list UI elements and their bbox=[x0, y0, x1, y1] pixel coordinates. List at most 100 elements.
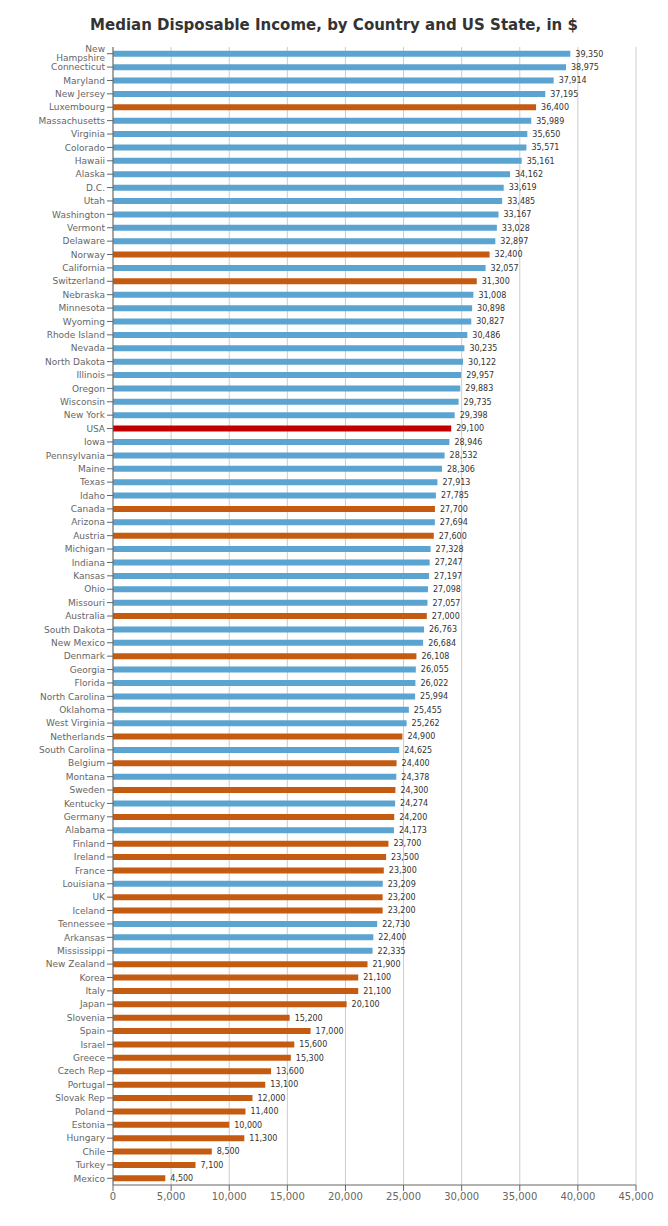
svg-text:24,274: 24,274 bbox=[400, 799, 428, 808]
svg-text:Wyoming: Wyoming bbox=[63, 317, 105, 327]
svg-text:27,000: 27,000 bbox=[432, 612, 460, 621]
svg-text:27,913: 27,913 bbox=[442, 478, 470, 487]
svg-text:27,247: 27,247 bbox=[435, 558, 463, 567]
svg-text:21,900: 21,900 bbox=[373, 960, 401, 969]
svg-text:33,028: 33,028 bbox=[502, 224, 530, 233]
svg-text:33,485: 33,485 bbox=[507, 197, 535, 206]
svg-text:39,350: 39,350 bbox=[575, 50, 603, 59]
svg-text:South Carolina: South Carolina bbox=[39, 745, 105, 755]
svg-text:Spain: Spain bbox=[80, 1026, 105, 1036]
svg-text:30,000: 30,000 bbox=[444, 1191, 479, 1202]
svg-text:Maine: Maine bbox=[78, 464, 105, 474]
svg-text:New Mexico: New Mexico bbox=[51, 638, 105, 648]
svg-text:New Zealand: New Zealand bbox=[46, 959, 105, 969]
svg-text:Nevada: Nevada bbox=[71, 343, 105, 353]
svg-text:Turkey: Turkey bbox=[75, 1160, 106, 1170]
svg-text:30,827: 30,827 bbox=[476, 317, 504, 326]
svg-text:30,235: 30,235 bbox=[469, 344, 497, 353]
svg-text:West Virginia: West Virginia bbox=[46, 718, 105, 728]
svg-text:32,400: 32,400 bbox=[495, 250, 523, 259]
svg-text:25,000: 25,000 bbox=[386, 1191, 421, 1202]
svg-text:Alaska: Alaska bbox=[76, 169, 105, 179]
svg-text:Iowa: Iowa bbox=[84, 437, 105, 447]
svg-text:Germany: Germany bbox=[64, 812, 106, 822]
svg-text:Chile: Chile bbox=[82, 1147, 105, 1157]
svg-text:Utah: Utah bbox=[84, 196, 105, 206]
svg-text:15,300: 15,300 bbox=[296, 1054, 324, 1063]
svg-text:24,400: 24,400 bbox=[402, 759, 430, 768]
svg-text:29,735: 29,735 bbox=[464, 398, 492, 407]
svg-text:22,335: 22,335 bbox=[378, 947, 406, 956]
svg-text:27,600: 27,600 bbox=[439, 532, 467, 541]
svg-text:32,897: 32,897 bbox=[500, 237, 528, 246]
svg-text:D.C.: D.C. bbox=[86, 183, 105, 193]
svg-text:23,300: 23,300 bbox=[389, 866, 417, 875]
svg-text:Washington: Washington bbox=[52, 210, 105, 220]
svg-text:33,619: 33,619 bbox=[509, 183, 537, 192]
svg-text:11,400: 11,400 bbox=[250, 1107, 278, 1116]
svg-text:25,455: 25,455 bbox=[414, 706, 442, 715]
svg-text:15,600: 15,600 bbox=[299, 1040, 327, 1049]
svg-text:New York: New York bbox=[64, 410, 106, 420]
svg-text:Mexico: Mexico bbox=[74, 1174, 106, 1184]
svg-text:34,162: 34,162 bbox=[515, 170, 543, 179]
svg-text:37,914: 37,914 bbox=[559, 76, 587, 85]
svg-text:13,100: 13,100 bbox=[270, 1080, 298, 1089]
svg-text:New Jersey: New Jersey bbox=[55, 89, 106, 99]
svg-text:27,700: 27,700 bbox=[440, 505, 468, 514]
svg-text:5,000: 5,000 bbox=[157, 1191, 186, 1202]
svg-text:26,055: 26,055 bbox=[421, 665, 449, 674]
svg-text:Kansas: Kansas bbox=[73, 571, 105, 581]
svg-text:Wisconsin: Wisconsin bbox=[60, 397, 105, 407]
svg-text:22,400: 22,400 bbox=[378, 933, 406, 942]
svg-text:29,100: 29,100 bbox=[456, 424, 484, 433]
svg-text:Japan: Japan bbox=[79, 999, 105, 1009]
svg-text:37,195: 37,195 bbox=[550, 90, 578, 99]
svg-text:Iceland: Iceland bbox=[72, 906, 105, 916]
svg-text:Netherlands: Netherlands bbox=[50, 732, 105, 742]
svg-text:Kentucky: Kentucky bbox=[64, 799, 106, 809]
svg-text:Ohio: Ohio bbox=[84, 584, 105, 594]
svg-text:Hawaii: Hawaii bbox=[75, 156, 105, 166]
svg-text:Maryland: Maryland bbox=[63, 76, 105, 86]
svg-text:Idaho: Idaho bbox=[80, 491, 106, 501]
svg-text:35,650: 35,650 bbox=[532, 130, 560, 139]
svg-text:15,000: 15,000 bbox=[270, 1191, 305, 1202]
svg-text:California: California bbox=[62, 263, 105, 273]
svg-text:30,122: 30,122 bbox=[468, 358, 496, 367]
svg-text:33,167: 33,167 bbox=[503, 210, 531, 219]
svg-text:Oklahoma: Oklahoma bbox=[59, 705, 105, 715]
svg-text:Connecticut: Connecticut bbox=[51, 62, 105, 72]
svg-text:Arkansas: Arkansas bbox=[64, 933, 105, 943]
svg-text:20,000: 20,000 bbox=[328, 1191, 363, 1202]
svg-text:Arizona: Arizona bbox=[71, 517, 105, 527]
svg-text:Missouri: Missouri bbox=[68, 598, 105, 608]
svg-text:Norway: Norway bbox=[71, 250, 106, 260]
svg-text:28,306: 28,306 bbox=[447, 465, 475, 474]
svg-text:Virginia: Virginia bbox=[71, 129, 105, 139]
svg-text:27,098: 27,098 bbox=[433, 585, 461, 594]
svg-text:32,057: 32,057 bbox=[491, 264, 519, 273]
svg-text:27,694: 27,694 bbox=[440, 518, 468, 527]
svg-text:North Dakota: North Dakota bbox=[45, 357, 105, 367]
svg-text:Mississippi: Mississippi bbox=[57, 946, 105, 956]
svg-text:Poland: Poland bbox=[75, 1107, 105, 1117]
svg-text:24,378: 24,378 bbox=[401, 773, 429, 782]
svg-text:8,500: 8,500 bbox=[217, 1147, 240, 1156]
svg-text:45,000: 45,000 bbox=[619, 1191, 654, 1202]
svg-text:Nebraska: Nebraska bbox=[63, 290, 105, 300]
svg-text:Greece: Greece bbox=[73, 1053, 105, 1063]
svg-text:30,486: 30,486 bbox=[472, 331, 500, 340]
svg-text:26,022: 26,022 bbox=[420, 679, 448, 688]
svg-text:Alabama: Alabama bbox=[65, 825, 105, 835]
svg-text:Luxembourg: Luxembourg bbox=[49, 102, 105, 112]
svg-text:24,200: 24,200 bbox=[399, 813, 427, 822]
svg-text:35,989: 35,989 bbox=[536, 117, 564, 126]
svg-text:Indiana: Indiana bbox=[72, 558, 105, 568]
svg-text:28,946: 28,946 bbox=[454, 438, 482, 447]
svg-text:30,898: 30,898 bbox=[477, 304, 505, 313]
svg-text:Delaware: Delaware bbox=[63, 236, 106, 246]
svg-text:Australia: Australia bbox=[65, 611, 105, 621]
svg-text:Louisiana: Louisiana bbox=[63, 879, 106, 889]
svg-text:Czech Rep: Czech Rep bbox=[58, 1066, 105, 1076]
